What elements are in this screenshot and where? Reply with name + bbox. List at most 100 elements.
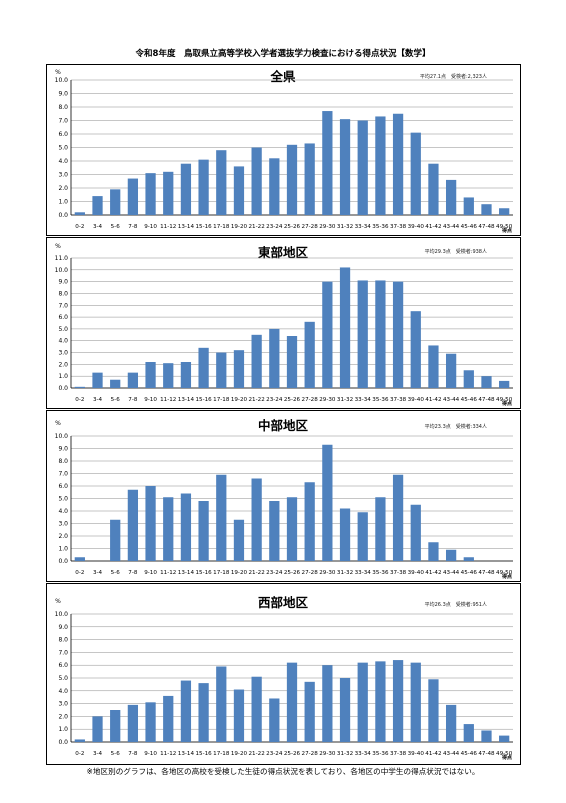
x-tick-label: 31-32 xyxy=(337,751,353,757)
bar xyxy=(357,280,368,388)
x-tick-label: 7-8 xyxy=(128,224,138,230)
bar xyxy=(163,497,174,561)
bar xyxy=(180,493,192,561)
x-tick-label: 41-42 xyxy=(425,751,441,757)
bar xyxy=(92,716,103,742)
x-tick-label: 7-8 xyxy=(128,397,138,403)
chart-title: 全県 xyxy=(269,69,296,84)
x-tick-label: 23-24 xyxy=(266,570,283,576)
y-tick-label: 8.0 xyxy=(58,104,68,111)
x-tick-label: 43-44 xyxy=(443,751,460,757)
y-tick-label: 4.0 xyxy=(58,158,68,165)
chart-svg: 中部地区 平均23.3点 受検者:334人% 0.0 1.0 2.0 3.0 4.0 5.0 6… xyxy=(55,418,513,580)
y-tick-label: 2.0 xyxy=(58,533,68,540)
x-tick-label: 29-30 xyxy=(319,397,336,403)
bar xyxy=(463,557,474,561)
x-tick-label: 33-34 xyxy=(355,224,372,230)
bar xyxy=(357,662,368,742)
bar xyxy=(198,159,209,215)
bar xyxy=(445,353,457,388)
x-tick-label: 21-22 xyxy=(249,397,265,403)
y-tick-label: 10.0 xyxy=(55,433,69,440)
bar xyxy=(269,328,280,388)
bar xyxy=(233,519,245,561)
y-tick-label: 7.0 xyxy=(58,302,68,309)
x-tick-label: 47-48 xyxy=(478,397,495,403)
y-tick-label: 3.0 xyxy=(58,701,68,708)
bar xyxy=(216,352,227,388)
x-tick-label: 47-48 xyxy=(478,751,495,757)
x-axis-label: 得点 xyxy=(501,754,512,761)
bar xyxy=(180,362,192,388)
bar xyxy=(375,661,386,742)
bar xyxy=(92,372,103,388)
bar xyxy=(463,197,474,215)
x-tick-label: 21-22 xyxy=(249,751,265,757)
bar xyxy=(180,163,192,215)
bar xyxy=(216,474,227,561)
y-tick-label: 10.0 xyxy=(55,267,69,274)
bar xyxy=(481,730,492,742)
y-tick-label: 4.0 xyxy=(58,338,68,345)
y-tick-label: 9.0 xyxy=(58,624,68,631)
bar xyxy=(269,158,280,215)
x-tick-label: 25-26 xyxy=(284,751,301,757)
bar xyxy=(127,704,139,742)
bar xyxy=(233,689,245,742)
y-tick-label: 10.0 xyxy=(55,611,69,618)
bar xyxy=(286,144,298,215)
y-tick-label: 2.0 xyxy=(58,185,68,192)
chart-panel-west: 西部地区 平均26.3点 受検者:951人% 0.0 1.0 2.0 3.0 4.0 5.0 6… xyxy=(46,583,521,765)
bar xyxy=(445,549,457,561)
y-tick-label: 1.0 xyxy=(58,726,68,733)
x-tick-label: 47-48 xyxy=(478,570,495,576)
y-tick-label: 5.0 xyxy=(58,675,68,682)
x-tick-label: 39-40 xyxy=(408,224,425,230)
x-tick-label: 35-36 xyxy=(372,397,389,403)
x-tick-label: 17-18 xyxy=(213,570,230,576)
x-tick-label: 9-10 xyxy=(144,570,157,576)
x-tick-label: 33-34 xyxy=(355,751,372,757)
y-tick-label: 9.0 xyxy=(58,446,68,453)
y-tick-label: 10.0 xyxy=(55,77,69,84)
y-axis-label: % xyxy=(55,243,61,250)
x-tick-label: 25-26 xyxy=(284,224,301,230)
bar xyxy=(392,281,404,388)
bar xyxy=(92,196,103,215)
bar xyxy=(375,280,386,388)
bar xyxy=(216,150,227,215)
x-tick-label: 9-10 xyxy=(144,751,157,757)
bar xyxy=(163,695,174,742)
bar xyxy=(428,163,439,215)
x-tick-label: 27-28 xyxy=(302,397,319,403)
x-tick-label: 43-44 xyxy=(443,224,460,230)
bar xyxy=(198,347,209,388)
x-tick-label: 31-32 xyxy=(337,397,353,403)
y-tick-label: 9.0 xyxy=(58,279,68,286)
x-tick-label: 39-40 xyxy=(408,397,425,403)
x-axis-label: 得点 xyxy=(501,400,512,407)
y-tick-label: 1.0 xyxy=(58,373,68,380)
y-axis-label: % xyxy=(55,69,61,76)
chart-panel-central: 中部地区 平均23.3点 受検者:334人% 0.0 1.0 2.0 3.0 4.0 5.0 6… xyxy=(46,410,521,582)
bar xyxy=(375,116,386,215)
x-tick-label: 15-16 xyxy=(195,570,212,576)
chart-stats: 平均29.3点 受検者:938人 xyxy=(425,248,487,255)
bar xyxy=(322,111,333,215)
x-tick-label: 29-30 xyxy=(319,224,336,230)
bar xyxy=(286,336,298,388)
x-tick-label: 13-14 xyxy=(178,397,195,403)
chart-stats: 平均27.1点 受検者:2,323人 xyxy=(420,73,487,80)
x-tick-label: 41-42 xyxy=(425,224,441,230)
bar xyxy=(410,662,421,742)
bar xyxy=(163,171,174,215)
bar xyxy=(322,444,333,561)
x-tick-label: 11-12 xyxy=(160,570,176,576)
bar xyxy=(304,482,315,561)
chart-svg: 東部地区 平均29.3点 受検者:938人% 0.0 1.0 2.0 3.0 4.0 5.0 6… xyxy=(55,243,513,407)
bar xyxy=(499,735,510,742)
x-tick-label: 3-4 xyxy=(93,224,103,230)
y-tick-label: 1.0 xyxy=(58,546,68,553)
x-tick-label: 9-10 xyxy=(144,224,157,230)
y-axis-label: % xyxy=(55,598,61,605)
